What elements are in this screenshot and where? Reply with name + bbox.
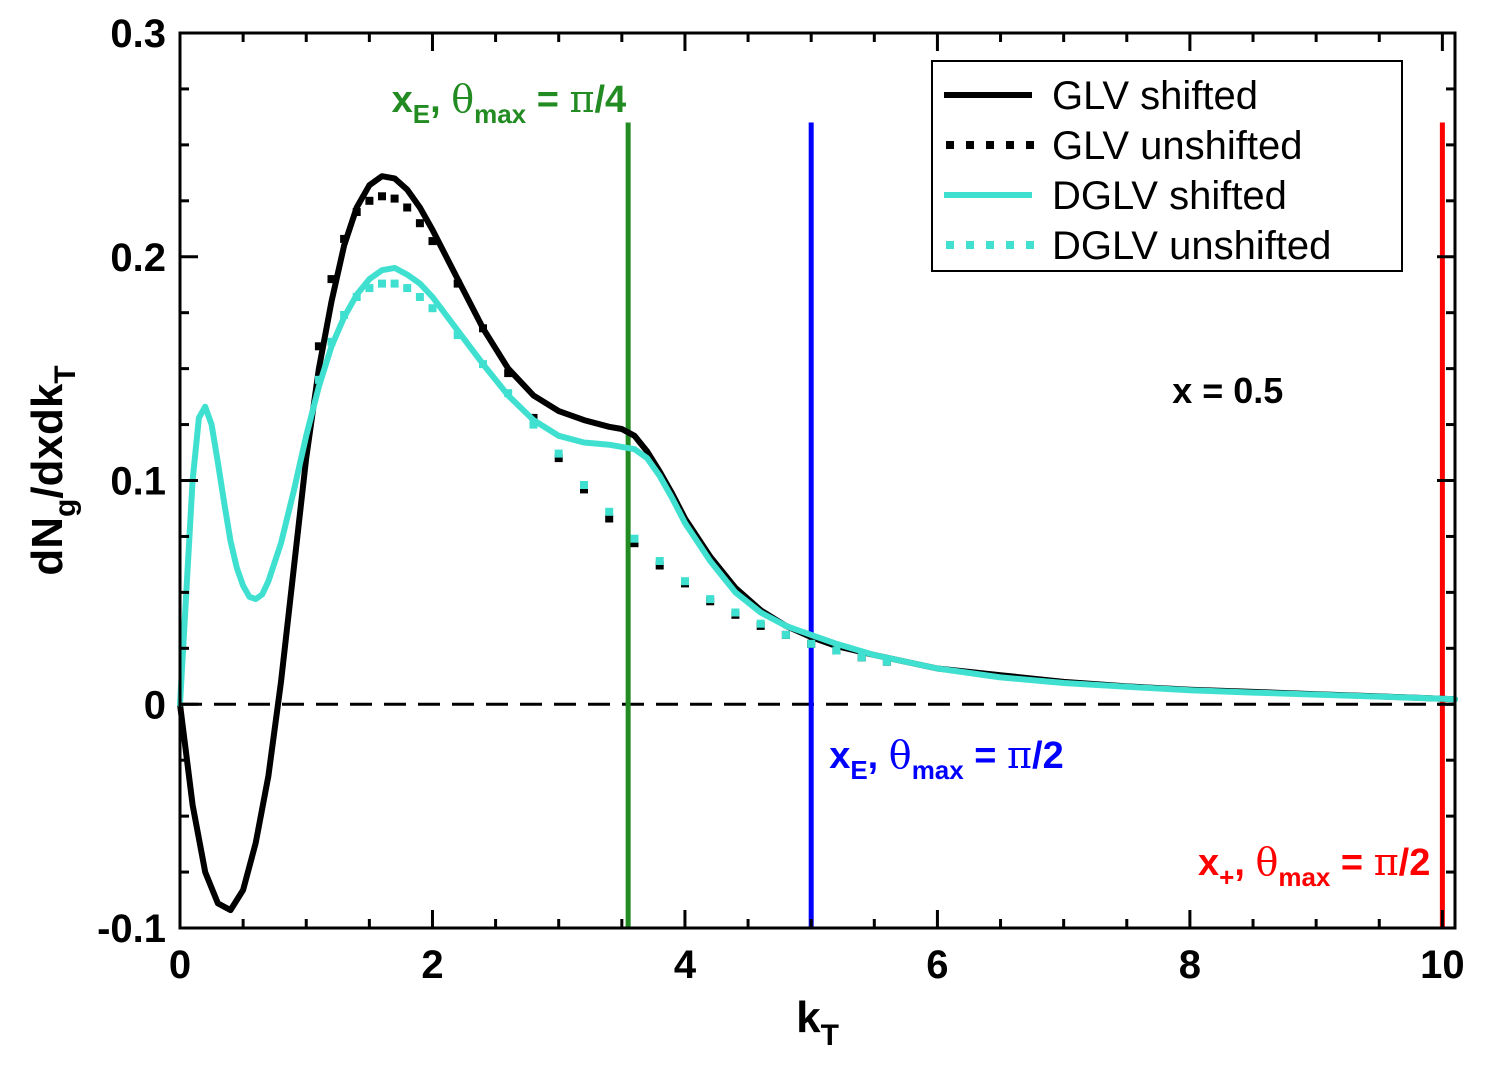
series-dglv-unshifted-point xyxy=(756,619,765,628)
series-dglv-unshifted-points xyxy=(314,279,891,666)
legend-glv-unshifted-swatch-dot xyxy=(1006,141,1014,149)
series-glv-unshifted-point xyxy=(428,237,437,246)
series-dglv-unshifted-point xyxy=(529,420,538,429)
y-tick-label: -0.1 xyxy=(97,907,166,951)
series-glv-unshifted-point xyxy=(580,485,588,494)
series-dglv-unshifted-point xyxy=(415,293,424,301)
legend-dglv-unshifted-swatch xyxy=(946,241,1034,249)
legend-glv-unshifted-swatch-dot xyxy=(966,141,974,149)
vertical-line-label-3: x+, θmax = π/2 xyxy=(1198,840,1430,892)
legend-glv-unshifted-swatch-dot xyxy=(986,141,994,149)
series-glv-unshifted-point xyxy=(415,219,424,228)
legend-glv-unshifted-swatch-dot xyxy=(1026,141,1034,149)
x-tick-label: 4 xyxy=(674,943,697,987)
series-dglv-unshifted-point xyxy=(390,279,399,288)
legend-dglv-unshifted-label: DGLV unshifted xyxy=(1052,224,1331,268)
series-dglv-unshifted-point xyxy=(554,449,563,458)
legend-group: GLV shifted GLV unshifted DGLV shifted DGLV… xyxy=(931,60,1403,272)
annotation-1: x = 0.5 xyxy=(1172,370,1283,411)
legend-dglv-unshifted-swatch-dot xyxy=(1006,241,1014,249)
vertical-line-label-2: xE, θmax = π/2 xyxy=(829,733,1064,785)
legend-glv-unshifted-label: GLV unshifted xyxy=(1052,124,1303,168)
vertical-lines-group: xE, θmax = π/4 xE, θmax = π/2 x+, θmax = π… xyxy=(392,77,1445,928)
series-glv-unshifted-point xyxy=(314,342,323,351)
series-dglv-unshifted-point xyxy=(403,284,412,293)
x-tick-label: 10 xyxy=(1420,943,1465,987)
legend-dglv-unshifted-swatch-dot xyxy=(986,241,994,249)
y-tick-label: 0.3 xyxy=(110,12,166,56)
series-glv-unshifted-point xyxy=(390,194,399,203)
legend-glv-unshifted-swatch xyxy=(946,141,1034,149)
series-dglv-unshifted-point xyxy=(630,534,639,543)
series-dglv-unshifted-point xyxy=(882,657,891,666)
legend-dglv-unshifted-swatch-dot xyxy=(946,241,954,249)
x-tick-label: 0 xyxy=(169,943,191,987)
series-glv-unshifted-point xyxy=(479,324,487,333)
series-glv-unshifted-point xyxy=(655,561,664,570)
series-glv-unshifted-point xyxy=(352,208,361,216)
series-glv-unshifted-point xyxy=(340,234,349,243)
series-dglv-unshifted-point xyxy=(580,481,588,489)
series-dglv-unshifted-point xyxy=(832,646,841,655)
series-dglv-unshifted-point xyxy=(453,331,462,340)
y-tick-label: 0.1 xyxy=(110,460,166,504)
series-glv-unshifted-point xyxy=(605,514,614,523)
x-tick-label: 8 xyxy=(1179,943,1201,987)
series-glv-unshifted-point xyxy=(554,454,563,463)
series-dglv-unshifted-point xyxy=(378,279,386,288)
ticks-group: 0 2 4 6 8 10-0.100.10.20.3 xyxy=(97,12,1465,987)
series-dglv-unshifted-point xyxy=(314,375,323,384)
x-tick-label: 2 xyxy=(421,943,443,987)
series-dglv-unshifted-point xyxy=(706,595,715,604)
x-tick-label: 6 xyxy=(926,943,948,987)
series-dglv-unshifted-point xyxy=(479,360,487,369)
series-dglv-unshifted-point xyxy=(327,337,336,346)
vertical-line-label-1: xE, θmax = π/4 xyxy=(392,77,627,129)
series-glv-unshifted-point xyxy=(403,203,412,212)
series-dglv-shifted-line xyxy=(177,264,1458,708)
y-axis-label: dNg/dxdkT xyxy=(23,365,82,575)
series-dglv-unshifted-point xyxy=(655,557,664,565)
series-dglv-unshifted-point xyxy=(731,608,740,617)
legend-dglv-shifted-label: DGLV shifted xyxy=(1052,174,1287,218)
series-group xyxy=(177,173,1458,914)
series-dglv-unshifted-point xyxy=(807,639,816,648)
legend-glv-shifted-label: GLV shifted xyxy=(1052,74,1258,118)
series-glv-unshifted-point xyxy=(453,279,462,288)
legend-glv-unshifted-swatch-dot xyxy=(946,141,954,149)
series-dglv-unshifted-point xyxy=(340,310,349,319)
labels-group: kT dNg/dxdkT x = 0.5 xyxy=(23,365,1283,1052)
series-dglv-unshifted-point xyxy=(605,507,614,516)
legend-dglv-unshifted-swatch-dot xyxy=(1026,241,1034,249)
series-dglv-unshifted-point xyxy=(428,304,437,313)
series-glv-unshifted-point xyxy=(630,539,639,548)
series-glv-unshifted-point xyxy=(504,369,513,378)
series-glv-unshifted-point xyxy=(327,275,336,284)
x-axis-label: kT xyxy=(796,993,839,1052)
series-dglv-unshifted-point xyxy=(681,577,689,586)
series-dglv-unshifted-point xyxy=(504,389,513,398)
series-dglv-unshifted-point xyxy=(781,630,790,639)
y-tick-label: 0 xyxy=(144,683,166,727)
legend-dglv-unshifted-swatch-dot xyxy=(966,241,974,249)
series-glv-unshifted-point xyxy=(365,196,374,205)
series-dglv-unshifted-point xyxy=(352,293,361,301)
y-tick-label: 0.2 xyxy=(110,236,166,280)
series-dglv-unshifted-point xyxy=(365,284,374,293)
series-dglv-unshifted-point xyxy=(857,653,866,662)
series-glv-unshifted-points xyxy=(314,192,891,666)
series-glv-unshifted-point xyxy=(378,192,386,201)
